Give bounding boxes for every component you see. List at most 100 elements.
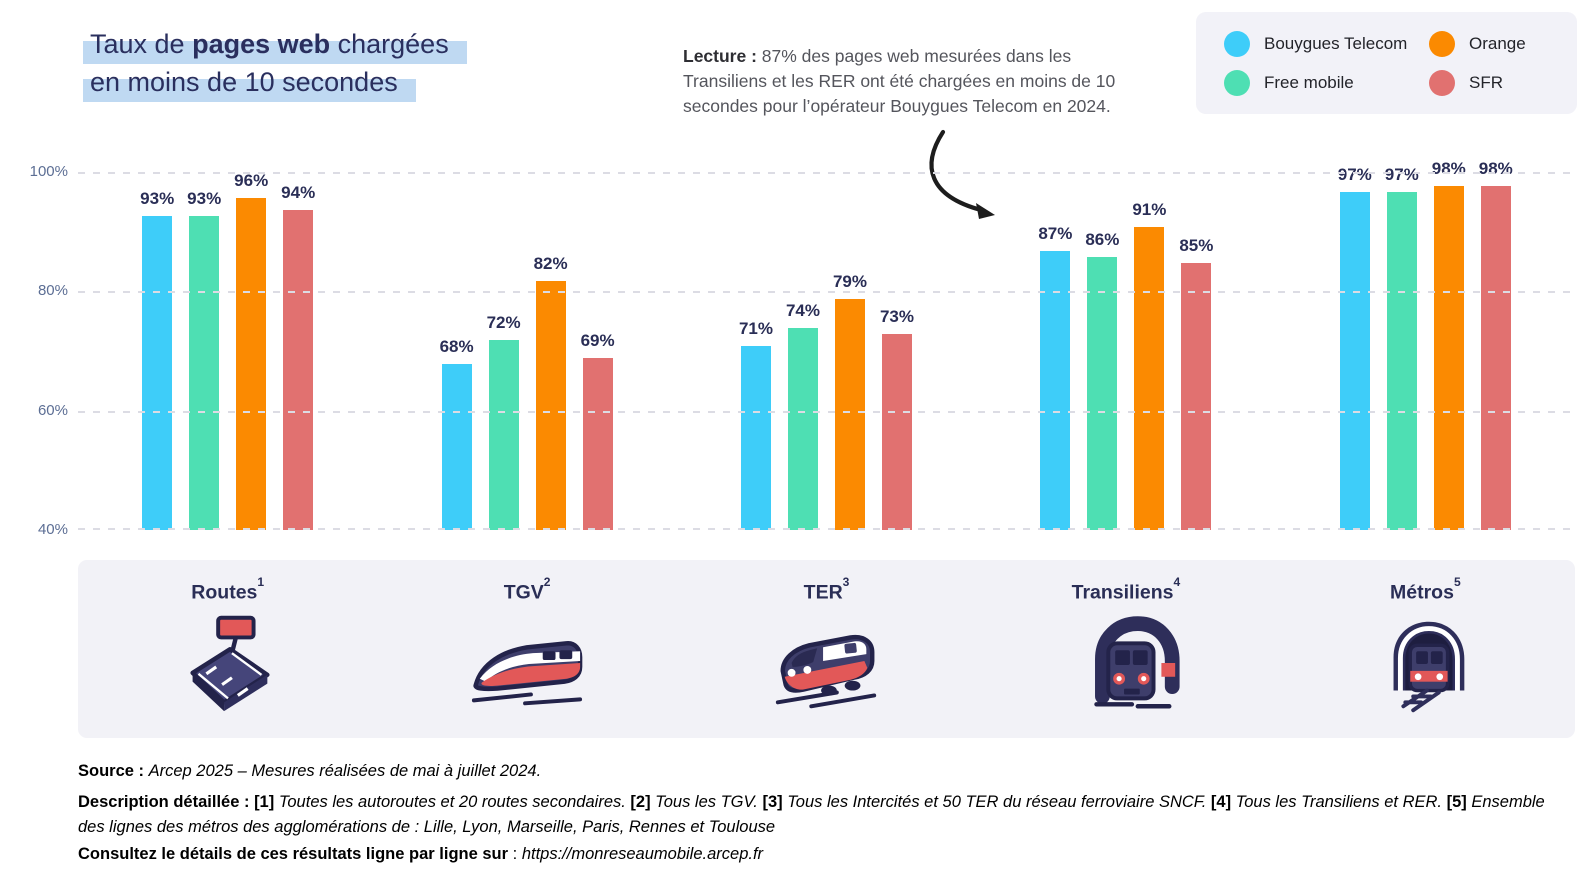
bar bbox=[441, 363, 472, 530]
y-axis-tick-label: 60% bbox=[37, 402, 68, 419]
category-label: TGV2 bbox=[503, 574, 551, 604]
bar-wrap: 69% bbox=[580, 330, 615, 530]
bar bbox=[881, 334, 912, 530]
category-label: Routes1 bbox=[191, 574, 265, 604]
category-label: TER3 bbox=[803, 574, 850, 604]
bar-wrap: 93% bbox=[187, 188, 222, 530]
y-axis-tick-label: 100% bbox=[29, 163, 68, 180]
bar-group-métros: 97% 97% 98% 98% bbox=[1338, 158, 1513, 530]
bar bbox=[1386, 191, 1417, 530]
footer-text: Ensemble des lignes des métros des agglo… bbox=[78, 793, 1545, 836]
bar bbox=[1087, 257, 1118, 530]
bar-value-label: 98% bbox=[1478, 158, 1513, 178]
bar-wrap: 91% bbox=[1132, 200, 1167, 530]
bar-chart: 93% 93% 96% 94% 68% 72% 82% 69% 71% 74% 79% 73% 87% 8… bbox=[78, 159, 1575, 530]
bar bbox=[1040, 251, 1071, 530]
footer-text: : bbox=[239, 793, 255, 811]
gridline bbox=[78, 528, 1575, 530]
annotation-arrow-icon bbox=[929, 129, 995, 219]
bar bbox=[488, 340, 519, 530]
description-line: Description détaillée : [1] Toutes les a… bbox=[78, 790, 1572, 840]
bar-group-tgv: 68% 72% 82% 69% bbox=[440, 253, 615, 530]
legend-item: SFR bbox=[1429, 69, 1567, 96]
category-ter: TER3 bbox=[677, 560, 976, 738]
legend-swatch-icon bbox=[1224, 69, 1250, 96]
bar-wrap: 79% bbox=[832, 271, 867, 530]
footer-text: Toutes les autoroutes et 20 routes secon… bbox=[278, 793, 631, 811]
bar-wrap: 85% bbox=[1179, 236, 1214, 530]
footer-text: : bbox=[133, 762, 149, 780]
footer-text: [2] bbox=[630, 793, 656, 811]
bar-value-label: 85% bbox=[1179, 236, 1214, 255]
bar-wrap: 97% bbox=[1338, 165, 1372, 530]
category-routes: Routes1 bbox=[78, 560, 377, 738]
bar-value-label: 71% bbox=[738, 319, 773, 339]
lecture-label: Lecture : bbox=[683, 46, 757, 66]
footer-text: Tous les TGV. bbox=[655, 793, 763, 811]
bar-wrap: 98% bbox=[1478, 158, 1513, 530]
footer-text: Consultez le détails de ces résultats li… bbox=[78, 845, 509, 863]
bar-wrap: 86% bbox=[1085, 230, 1119, 530]
bar bbox=[189, 215, 220, 530]
lecture-note: Lecture : 87% des pages web mesurées dan… bbox=[683, 44, 1151, 119]
footer-text: [4] bbox=[1210, 793, 1236, 811]
legend-label: Free mobile bbox=[1264, 72, 1354, 92]
transiliens-icon bbox=[1094, 615, 1180, 708]
bar-wrap: 98% bbox=[1431, 158, 1466, 530]
bar bbox=[1181, 263, 1212, 530]
category-label: Transiliens4 bbox=[1071, 574, 1181, 604]
legend-item: Orange bbox=[1429, 30, 1567, 57]
footer-text: Tous les Intercités et 50 TER du réseau … bbox=[787, 793, 1211, 811]
bar bbox=[283, 209, 314, 530]
legend-label: Bouygues Telecom bbox=[1264, 33, 1408, 53]
legend-label: SFR bbox=[1469, 72, 1503, 92]
gridline bbox=[78, 291, 1575, 293]
category-label: Métros5 bbox=[1390, 574, 1461, 604]
y-axis-tick-label: 80% bbox=[37, 282, 68, 299]
footer-text: Arcep 2025 – Mesures réalisées de mai à … bbox=[148, 762, 542, 780]
bar-value-label: 97% bbox=[1384, 164, 1419, 184]
ter-icon bbox=[775, 634, 876, 708]
gridline bbox=[78, 411, 1575, 413]
bar-wrap: 97% bbox=[1384, 164, 1419, 530]
footer-text: [1] bbox=[254, 793, 279, 811]
bar bbox=[142, 215, 173, 530]
bar-wrap: 87% bbox=[1038, 224, 1073, 530]
bar bbox=[1134, 227, 1165, 530]
bar bbox=[1480, 185, 1511, 530]
source-line: Source : Arcep 2025 – Mesures réalisées … bbox=[78, 759, 1572, 784]
bar-value-label: 93% bbox=[140, 188, 175, 208]
footer-text: : bbox=[508, 845, 522, 863]
legend: Bouygues Telecom Orange Free mobile SFR bbox=[1196, 12, 1577, 114]
bar bbox=[236, 197, 267, 530]
footer-text: [3] bbox=[762, 793, 788, 811]
bar-value-label: 91% bbox=[1132, 200, 1167, 220]
bar-value-label: 73% bbox=[879, 307, 914, 327]
bar-group-transiliens: 87% 86% 91% 85% bbox=[1038, 200, 1214, 530]
bar-wrap: 73% bbox=[879, 307, 914, 530]
bar-value-label: 79% bbox=[832, 271, 867, 291]
bar bbox=[787, 328, 818, 530]
page-title: Taux de pages web chargées en moins de 1… bbox=[83, 26, 467, 102]
bar-value-label: 96% bbox=[234, 170, 269, 190]
y-axis-tick-label: 40% bbox=[37, 521, 68, 538]
bar-value-label: 74% bbox=[785, 301, 820, 321]
tgv-icon bbox=[472, 640, 583, 705]
legend-swatch-icon bbox=[1224, 30, 1250, 57]
results-url-link[interactable]: https://monreseaumobile.arcep.fr bbox=[521, 845, 764, 863]
bar-value-label: 69% bbox=[580, 330, 615, 350]
bar-value-label: 93% bbox=[187, 188, 222, 208]
bar-value-label: 87% bbox=[1038, 224, 1073, 244]
bar-wrap: 68% bbox=[440, 337, 474, 530]
lecture-text: 87% des pages web mesurées dans les Tran… bbox=[683, 46, 1116, 116]
consult-line: Consultez le détails de ces résultats li… bbox=[78, 842, 1572, 867]
footer-text: Description détaillée bbox=[78, 793, 240, 811]
bar bbox=[535, 280, 566, 530]
bar bbox=[740, 346, 771, 530]
bar-value-label: 82% bbox=[533, 253, 568, 273]
bar-value-label: 98% bbox=[1431, 158, 1466, 178]
bar-wrap: 71% bbox=[738, 319, 773, 530]
bar-wrap: 74% bbox=[785, 301, 820, 530]
bar-group-ter: 71% 74% 79% 73% bbox=[738, 271, 914, 530]
